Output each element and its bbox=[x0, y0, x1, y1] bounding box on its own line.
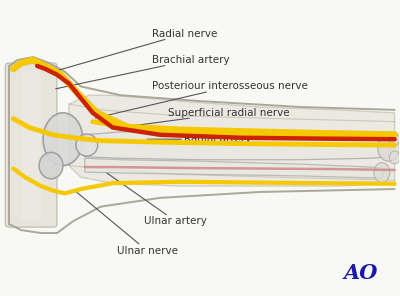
Ellipse shape bbox=[39, 152, 63, 179]
Ellipse shape bbox=[76, 134, 98, 156]
Polygon shape bbox=[85, 158, 383, 178]
Ellipse shape bbox=[43, 113, 83, 165]
Text: Superficial radial nerve: Superficial radial nerve bbox=[123, 108, 290, 127]
Ellipse shape bbox=[374, 163, 390, 183]
Polygon shape bbox=[69, 95, 395, 186]
Text: Posteriour interosseous nerve: Posteriour interosseous nerve bbox=[96, 81, 308, 118]
Ellipse shape bbox=[390, 133, 400, 146]
Text: Brachial artery: Brachial artery bbox=[56, 55, 230, 89]
Polygon shape bbox=[85, 132, 389, 160]
FancyBboxPatch shape bbox=[5, 63, 57, 227]
Text: Ulnar artery: Ulnar artery bbox=[107, 173, 207, 226]
Text: Ulnar nerve: Ulnar nerve bbox=[75, 191, 178, 256]
Ellipse shape bbox=[390, 151, 400, 164]
FancyBboxPatch shape bbox=[21, 70, 41, 220]
Text: Radial nerve: Radial nerve bbox=[56, 29, 218, 71]
Ellipse shape bbox=[378, 135, 400, 161]
Text: AO: AO bbox=[344, 263, 378, 283]
Text: Radial artery: Radial artery bbox=[147, 134, 251, 144]
